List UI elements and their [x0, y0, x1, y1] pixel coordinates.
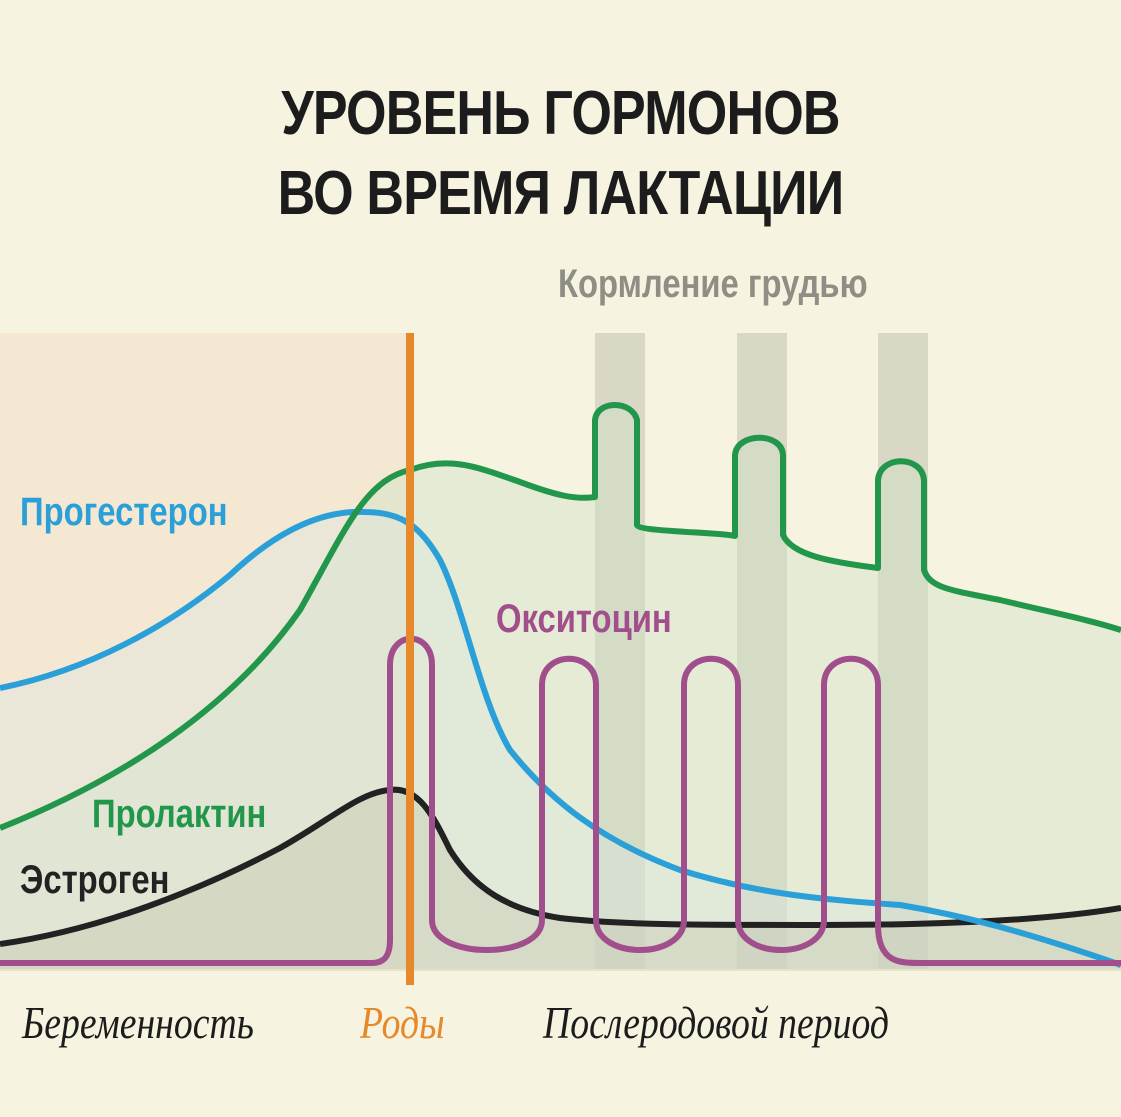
progesterone-curve — [0, 508, 1121, 968]
progesterone-area — [0, 511, 1121, 970]
feeding-band — [878, 333, 928, 970]
estrogen-area — [0, 789, 1121, 970]
title-line-1: УРОВЕНЬ ГОРМОНОВ — [281, 79, 840, 148]
estrogen-curve — [0, 786, 1121, 947]
oxytocin-label: Окситоцин — [496, 597, 672, 641]
oxytocin-curve — [0, 635, 1121, 966]
breastfeeding-label: Кормление грудью — [558, 262, 868, 306]
prolactin-label: Пролактин — [92, 792, 267, 836]
phase-pregnancy-label: Беременность — [22, 997, 254, 1048]
title-line-2: ВО ВРЕМЯ ЛАКТАЦИИ — [277, 159, 845, 228]
pregnancy-zone — [0, 333, 410, 970]
phase-postpartum-label: Послеродовой период — [543, 997, 889, 1048]
phase-birth-label: Роды — [360, 997, 445, 1048]
prolactin-curve — [0, 402, 1121, 831]
prolactin-area — [0, 405, 1121, 970]
estrogen-label: Эстроген — [20, 858, 170, 902]
progesterone-label: Прогестерон — [20, 490, 228, 534]
